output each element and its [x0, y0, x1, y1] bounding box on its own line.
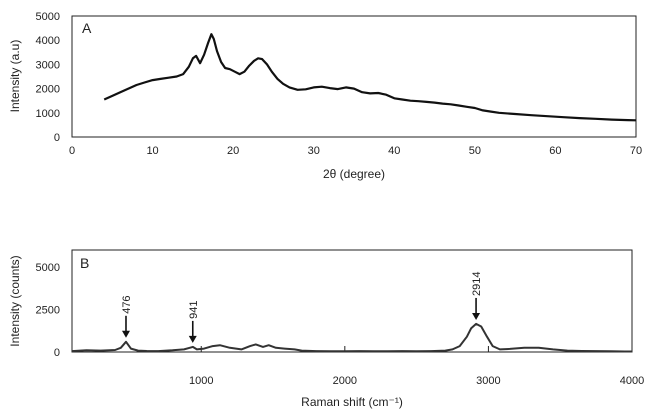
panel-a-y-axis-title: Intensity (a.u)	[8, 40, 22, 113]
panel-a-y-tick-label: 0	[54, 132, 60, 144]
panel-a-x-tick-label: 40	[388, 145, 400, 157]
panel-a-x-axis-title: 2θ (degree)	[323, 167, 385, 181]
panel-a-x-tick-label: 10	[146, 145, 158, 157]
panel-b-ticks: 1000 2000 3000 4000 0 2500 5000	[36, 262, 645, 387]
panel-b-label: B	[80, 255, 89, 271]
panel-a-y-tick-label: 5000	[36, 11, 60, 23]
peak-arrow-head	[121, 330, 130, 338]
peak-arrow-head	[188, 335, 197, 343]
panel-a-x-tick-label: 60	[549, 145, 561, 157]
panel-a-x-tick-label: 0	[69, 145, 75, 157]
panel-b-x-axis-title: Raman shift (cm⁻¹)	[301, 395, 403, 409]
panel-b-y-axis-title: Intensity (counts)	[8, 255, 22, 346]
panel-b-x-tick-label: 4000	[620, 375, 644, 387]
panel-b-y-tick-label: 2500	[36, 305, 60, 317]
peak-arrow-head	[472, 312, 481, 320]
panel-b-peak-annotations: 476 941 2914	[121, 271, 483, 343]
peak-label: 941	[188, 301, 200, 319]
panel-a-plot-frame	[71, 15, 637, 138]
panel-b-plot-frame	[71, 249, 633, 353]
panel-b-chart: B Intensity (counts) Raman shift (cm⁻¹) …	[8, 249, 645, 409]
panel-b-y-tick-label: 5000	[36, 262, 60, 274]
panel-a-y-tick-label: 4000	[36, 35, 60, 47]
peak-annotation: 941	[188, 301, 200, 343]
panel-a-series-line	[103, 33, 637, 122]
panel-a-y-tick-label: 2000	[36, 84, 60, 96]
panel-a-chart: A Intensity (a.u) 2θ (degree) 0 10 20 30 40 5…	[8, 11, 642, 181]
panel-b-series-line	[71, 322, 632, 353]
peak-annotation: 2914	[471, 271, 483, 320]
panel-b-y-tick-label: 0	[54, 347, 60, 359]
peak-annotation: 476	[121, 295, 133, 338]
panel-a-y-tick-label: 1000	[36, 108, 60, 120]
panel-a-label: A	[82, 20, 92, 36]
panel-a-y-tick-label: 3000	[36, 59, 60, 71]
panel-a-x-tick-label: 30	[308, 145, 320, 157]
panel-a-x-tick-label: 20	[227, 145, 239, 157]
peak-label: 476	[121, 295, 133, 313]
panel-b-x-tick-label: 2000	[333, 375, 357, 387]
panel-b-x-tick-label: 3000	[476, 375, 500, 387]
panel-a-x-tick-label: 50	[469, 145, 481, 157]
panel-a-x-tick-label: 70	[630, 145, 642, 157]
panel-b-x-tick-label: 1000	[189, 375, 213, 387]
peak-label: 2914	[471, 271, 483, 295]
panel-a-ticks: 0 10 20 30 40 50 60 70 0 1000 2000 3000 4000 5000	[36, 11, 643, 157]
